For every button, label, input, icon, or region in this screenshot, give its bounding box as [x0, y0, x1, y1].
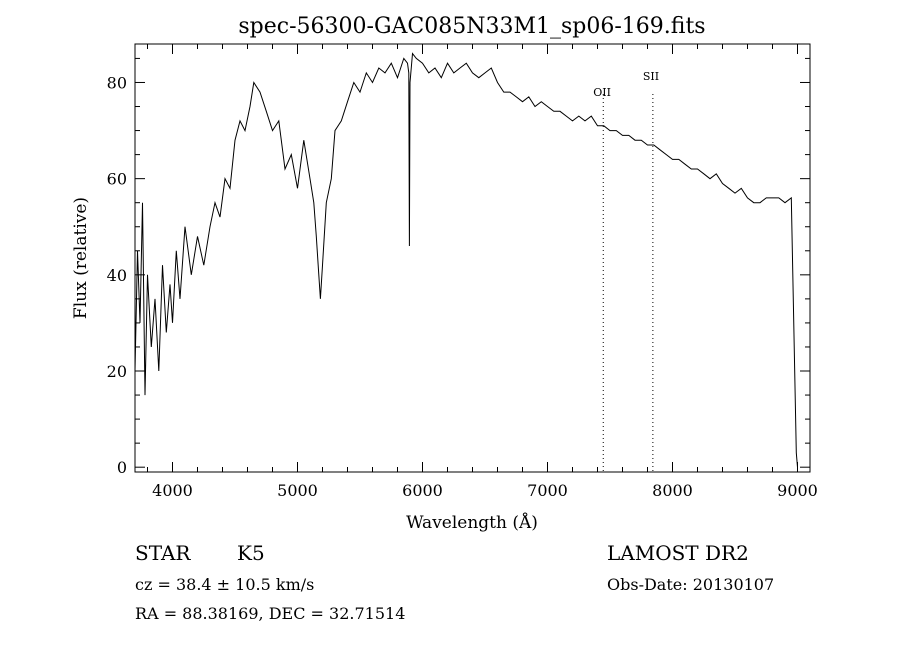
- chart-title: spec-56300-GAC085N33M1_sp06-169.fits: [238, 14, 705, 39]
- x-tick-label: 9000: [777, 481, 818, 500]
- x-tick-label: 6000: [402, 481, 443, 500]
- x-tick-label: 4000: [152, 481, 193, 500]
- line-marker-layer: OII SII: [593, 70, 659, 472]
- x-tick-label: 8000: [652, 481, 693, 500]
- observation-date: Obs-Date: 20130107: [607, 575, 775, 594]
- y-tick-label: 20: [107, 362, 127, 381]
- spectrum-series-line: [134, 52, 798, 468]
- survey-name: LAMOST DR2: [607, 541, 749, 565]
- coordinates-text: RA = 88.38169, DEC = 32.71514: [135, 604, 406, 623]
- spectral-class: K5: [237, 541, 265, 565]
- y-axis-label: Flux (relative): [71, 197, 91, 319]
- redshift-text: cz = 38.4 ± 10.5 km/s: [135, 575, 315, 594]
- y-tick-label: 60: [107, 170, 127, 189]
- x-axis-label: Wavelength (Å): [406, 512, 538, 533]
- y-tick-label: 80: [107, 73, 127, 92]
- x-tick-label: 7000: [527, 481, 568, 500]
- object-type: STAR: [135, 541, 191, 565]
- line-marker-label: OII: [593, 86, 611, 99]
- x-tick-label: 5000: [277, 481, 318, 500]
- axes-layer: 4000 5000 6000 7000 8000 9000 0 20 40 60 80: [107, 44, 818, 500]
- y-tick-label: 40: [107, 266, 127, 285]
- line-marker-label: SII: [643, 70, 659, 83]
- plot-frame: [134, 43, 811, 473]
- y-tick-label: 0: [117, 458, 127, 477]
